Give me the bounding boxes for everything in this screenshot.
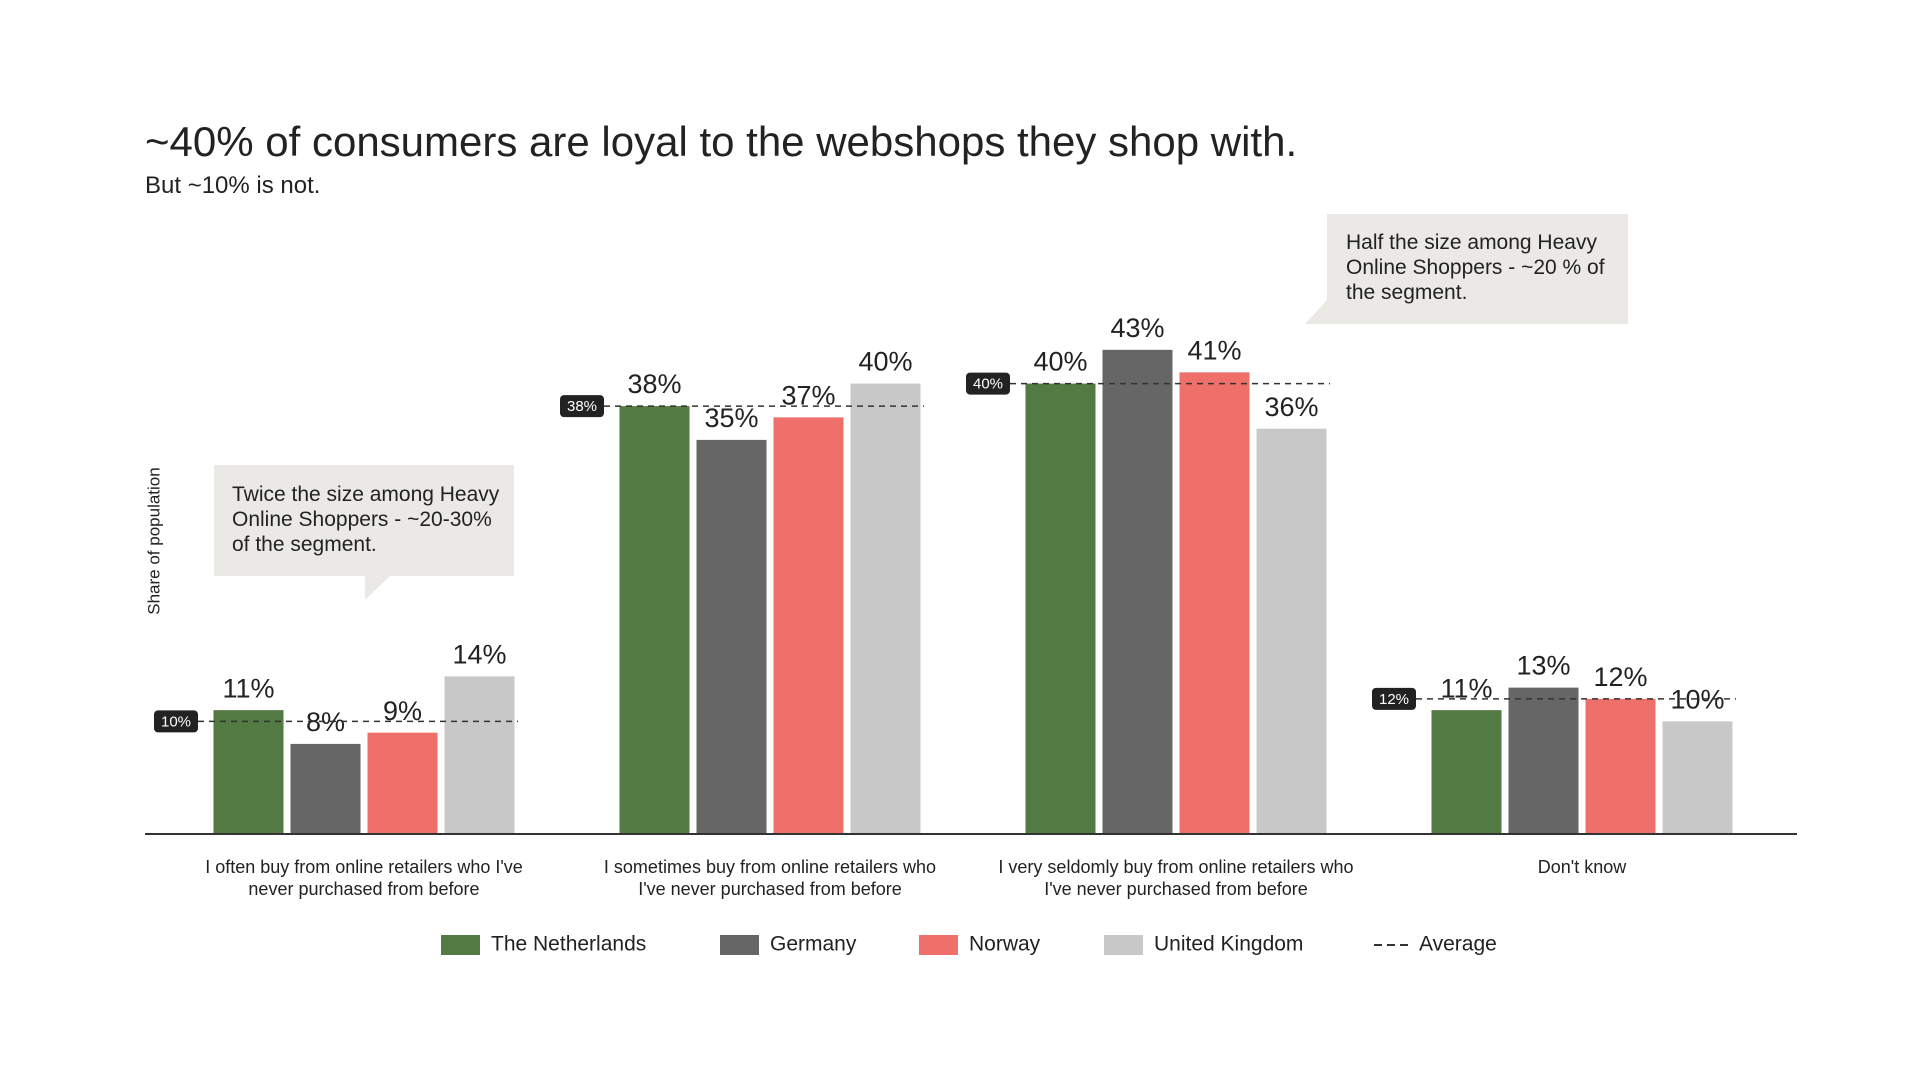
legend-swatch xyxy=(1104,935,1143,955)
bar xyxy=(290,743,361,834)
data-label: 35% xyxy=(704,403,758,433)
legend-label: Average xyxy=(1419,933,1497,956)
data-label: 40% xyxy=(858,347,912,377)
bar xyxy=(1025,383,1096,834)
y-axis-label: Share of population xyxy=(144,467,163,614)
data-label: 36% xyxy=(1264,392,1318,422)
average-label: 40% xyxy=(973,376,1003,393)
x-tick-label: Don't know xyxy=(1537,857,1627,877)
legend-swatch xyxy=(919,935,958,955)
bar xyxy=(773,417,844,834)
legend-swatch xyxy=(441,935,480,955)
legend-label: Germany xyxy=(770,933,857,956)
average-badge xyxy=(1372,687,1416,710)
data-label: 11% xyxy=(222,673,274,703)
bar xyxy=(1508,687,1579,834)
data-label: 40% xyxy=(1033,347,1087,377)
data-label: 13% xyxy=(1516,651,1570,681)
data-label: 12% xyxy=(1593,662,1647,692)
bar xyxy=(1102,349,1173,834)
legend-label: The Netherlands xyxy=(491,933,646,956)
average-badge xyxy=(154,710,198,733)
data-label: 41% xyxy=(1187,335,1241,365)
callout-box xyxy=(1305,214,1628,324)
average-badge xyxy=(560,395,604,418)
x-tick-label: I very seldomly buy from online retailer… xyxy=(998,857,1354,899)
bar xyxy=(696,439,767,834)
chart-subtitle: But ~10% is not. xyxy=(145,172,321,199)
average-badge xyxy=(966,372,1010,395)
bar xyxy=(1179,372,1250,834)
bar xyxy=(850,383,921,834)
callout-box xyxy=(214,465,514,600)
bar xyxy=(367,732,438,834)
bar xyxy=(619,406,690,834)
bar xyxy=(1431,710,1502,834)
average-label: 38% xyxy=(567,398,597,415)
legend-label: Norway xyxy=(969,933,1041,956)
average-label: 10% xyxy=(161,713,191,730)
data-label: 14% xyxy=(452,639,506,669)
average-label: 12% xyxy=(1379,691,1409,708)
annotation: Half the size among Heavy Online Shopper… xyxy=(1346,231,1605,304)
legend-swatch xyxy=(720,935,759,955)
data-label: 38% xyxy=(627,369,681,399)
data-label: 43% xyxy=(1110,313,1164,343)
bar xyxy=(213,710,284,834)
bar xyxy=(444,676,515,834)
x-tick-label: I often buy from online retailers who I'… xyxy=(205,857,523,899)
legend-label: United Kingdom xyxy=(1154,933,1303,956)
x-tick-label: I sometimes buy from online retailers wh… xyxy=(603,857,937,899)
bar xyxy=(1585,698,1656,834)
bar xyxy=(1256,428,1327,834)
bar xyxy=(1662,721,1733,834)
chart-title: ~40% of consumers are loyal to the websh… xyxy=(145,118,1298,165)
annotation: Twice the size among Heavy Online Shoppe… xyxy=(232,483,500,556)
